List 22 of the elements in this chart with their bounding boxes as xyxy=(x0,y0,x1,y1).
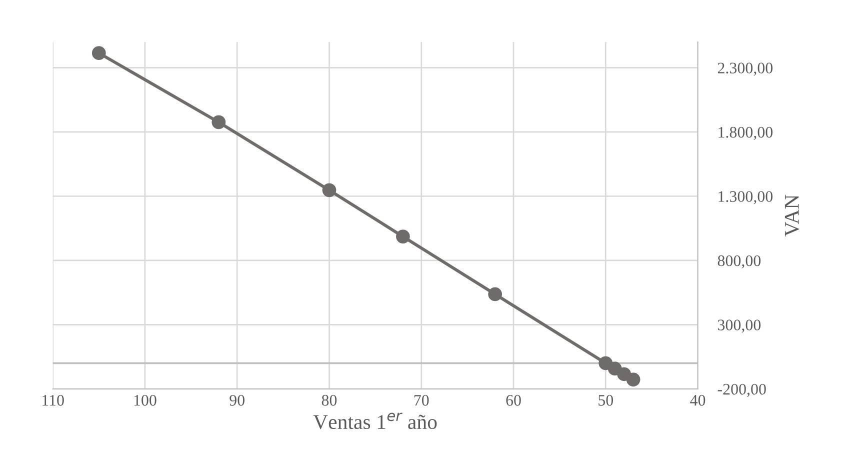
y-axis-title: VAN xyxy=(784,194,800,236)
x-tick-label: 110 xyxy=(42,394,64,406)
x-tick-label: 100 xyxy=(134,394,156,406)
x-tick-label: 60 xyxy=(506,394,521,406)
y-tick-label: 800,00 xyxy=(718,255,761,268)
y-tick-label: -200,00 xyxy=(718,384,766,397)
x-tick-label: 70 xyxy=(414,394,429,406)
x-tick-label: 90 xyxy=(230,394,244,406)
point xyxy=(488,287,502,302)
x-tick-label: 40 xyxy=(690,394,706,406)
x-tick-label: 50 xyxy=(598,394,614,406)
point xyxy=(322,183,336,198)
point xyxy=(396,230,410,244)
point xyxy=(92,46,106,60)
y-tick-label: 1.300,00 xyxy=(718,191,773,204)
x-axis-title: Ventas 1$^{er}$ año xyxy=(313,412,437,430)
y-tick-label: 300,00 xyxy=(718,320,761,333)
y-tick-label: 1.800,00 xyxy=(718,126,773,140)
y-tick-label: 2.300,00 xyxy=(718,62,773,76)
point xyxy=(626,372,640,386)
x-tick-label: 80 xyxy=(322,394,337,406)
point xyxy=(212,115,226,130)
